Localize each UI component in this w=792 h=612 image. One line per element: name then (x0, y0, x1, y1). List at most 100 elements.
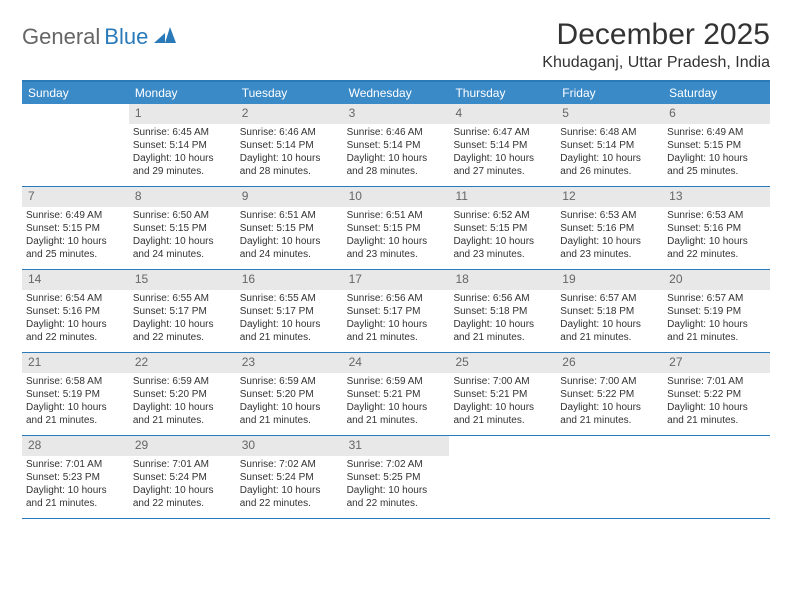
daylight-text: Daylight: 10 hours and 24 minutes. (133, 235, 232, 261)
sunset-text: Sunset: 5:24 PM (240, 471, 339, 484)
day-number: 29 (129, 436, 236, 456)
day-cell: 20Sunrise: 6:57 AMSunset: 5:19 PMDayligh… (663, 270, 770, 352)
day-body: Sunrise: 6:55 AMSunset: 5:17 PMDaylight:… (129, 290, 236, 348)
day-number: 4 (449, 104, 556, 124)
day-body: Sunrise: 6:49 AMSunset: 5:15 PMDaylight:… (663, 124, 770, 182)
day-number: 3 (343, 104, 450, 124)
day-body: Sunrise: 7:00 AMSunset: 5:22 PMDaylight:… (556, 373, 663, 431)
weekday-label: Friday (556, 82, 663, 104)
weekday-label: Thursday (449, 82, 556, 104)
day-body: Sunrise: 7:02 AMSunset: 5:25 PMDaylight:… (343, 456, 450, 514)
sunset-text: Sunset: 5:15 PM (667, 139, 766, 152)
sunset-text: Sunset: 5:14 PM (240, 139, 339, 152)
sunrise-text: Sunrise: 6:55 AM (240, 292, 339, 305)
day-body: Sunrise: 6:58 AMSunset: 5:19 PMDaylight:… (22, 373, 129, 431)
daylight-text: Daylight: 10 hours and 21 minutes. (667, 318, 766, 344)
logo-mark-icon (154, 27, 176, 48)
daylight-text: Daylight: 10 hours and 21 minutes. (133, 401, 232, 427)
sunset-text: Sunset: 5:15 PM (347, 222, 446, 235)
day-body: Sunrise: 6:54 AMSunset: 5:16 PMDaylight:… (22, 290, 129, 348)
day-cell: 4Sunrise: 6:47 AMSunset: 5:14 PMDaylight… (449, 104, 556, 186)
day-number: 28 (22, 436, 129, 456)
day-cell: 5Sunrise: 6:48 AMSunset: 5:14 PMDaylight… (556, 104, 663, 186)
week-row: .1Sunrise: 6:45 AMSunset: 5:14 PMDayligh… (22, 104, 770, 187)
day-cell: 30Sunrise: 7:02 AMSunset: 5:24 PMDayligh… (236, 436, 343, 518)
day-body: Sunrise: 6:59 AMSunset: 5:21 PMDaylight:… (343, 373, 450, 431)
day-cell: 28Sunrise: 7:01 AMSunset: 5:23 PMDayligh… (22, 436, 129, 518)
day-number: 26 (556, 353, 663, 373)
sunset-text: Sunset: 5:14 PM (347, 139, 446, 152)
week-row: 7Sunrise: 6:49 AMSunset: 5:15 PMDaylight… (22, 187, 770, 270)
day-body: Sunrise: 6:46 AMSunset: 5:14 PMDaylight:… (343, 124, 450, 182)
day-number: 7 (22, 187, 129, 207)
day-body: Sunrise: 7:01 AMSunset: 5:23 PMDaylight:… (22, 456, 129, 514)
daylight-text: Daylight: 10 hours and 22 minutes. (240, 484, 339, 510)
day-cell: 29Sunrise: 7:01 AMSunset: 5:24 PMDayligh… (129, 436, 236, 518)
sunset-text: Sunset: 5:21 PM (347, 388, 446, 401)
day-body: Sunrise: 6:55 AMSunset: 5:17 PMDaylight:… (236, 290, 343, 348)
day-cell: 24Sunrise: 6:59 AMSunset: 5:21 PMDayligh… (343, 353, 450, 435)
day-cell: 17Sunrise: 6:56 AMSunset: 5:17 PMDayligh… (343, 270, 450, 352)
day-body: Sunrise: 6:51 AMSunset: 5:15 PMDaylight:… (236, 207, 343, 265)
sunset-text: Sunset: 5:15 PM (26, 222, 125, 235)
day-cell: 27Sunrise: 7:01 AMSunset: 5:22 PMDayligh… (663, 353, 770, 435)
day-number: 17 (343, 270, 450, 290)
sunrise-text: Sunrise: 6:53 AM (560, 209, 659, 222)
day-cell: 11Sunrise: 6:52 AMSunset: 5:15 PMDayligh… (449, 187, 556, 269)
sunrise-text: Sunrise: 6:46 AM (347, 126, 446, 139)
sunset-text: Sunset: 5:23 PM (26, 471, 125, 484)
sunset-text: Sunset: 5:25 PM (347, 471, 446, 484)
daylight-text: Daylight: 10 hours and 28 minutes. (347, 152, 446, 178)
day-body: Sunrise: 6:57 AMSunset: 5:19 PMDaylight:… (663, 290, 770, 348)
day-body: Sunrise: 6:57 AMSunset: 5:18 PMDaylight:… (556, 290, 663, 348)
day-body: Sunrise: 6:47 AMSunset: 5:14 PMDaylight:… (449, 124, 556, 182)
sunset-text: Sunset: 5:21 PM (453, 388, 552, 401)
day-body: Sunrise: 6:48 AMSunset: 5:14 PMDaylight:… (556, 124, 663, 182)
day-number: 14 (22, 270, 129, 290)
day-number: 23 (236, 353, 343, 373)
daylight-text: Daylight: 10 hours and 25 minutes. (26, 235, 125, 261)
daylight-text: Daylight: 10 hours and 21 minutes. (240, 318, 339, 344)
day-number: 10 (343, 187, 450, 207)
sunrise-text: Sunrise: 6:47 AM (453, 126, 552, 139)
day-number: 24 (343, 353, 450, 373)
sunrise-text: Sunrise: 6:57 AM (667, 292, 766, 305)
header: GeneralBlue December 2025 Khudaganj, Utt… (22, 18, 770, 72)
calendar: SundayMondayTuesdayWednesdayThursdayFrid… (22, 80, 770, 519)
daylight-text: Daylight: 10 hours and 21 minutes. (240, 401, 339, 427)
sunrise-text: Sunrise: 6:49 AM (667, 126, 766, 139)
day-cell: . (449, 436, 556, 518)
sunrise-text: Sunrise: 6:57 AM (560, 292, 659, 305)
day-body: Sunrise: 6:51 AMSunset: 5:15 PMDaylight:… (343, 207, 450, 265)
day-number: 12 (556, 187, 663, 207)
daylight-text: Daylight: 10 hours and 22 minutes. (133, 484, 232, 510)
sunrise-text: Sunrise: 6:59 AM (133, 375, 232, 388)
sunrise-text: Sunrise: 7:00 AM (453, 375, 552, 388)
daylight-text: Daylight: 10 hours and 22 minutes. (347, 484, 446, 510)
location: Khudaganj, Uttar Pradesh, India (542, 54, 770, 72)
day-number: 2 (236, 104, 343, 124)
day-body: Sunrise: 6:59 AMSunset: 5:20 PMDaylight:… (129, 373, 236, 431)
daylight-text: Daylight: 10 hours and 23 minutes. (560, 235, 659, 261)
sunrise-text: Sunrise: 7:00 AM (560, 375, 659, 388)
day-cell: 31Sunrise: 7:02 AMSunset: 5:25 PMDayligh… (343, 436, 450, 518)
sunrise-text: Sunrise: 7:02 AM (347, 458, 446, 471)
day-number: 1 (129, 104, 236, 124)
sunset-text: Sunset: 5:14 PM (560, 139, 659, 152)
day-cell: 8Sunrise: 6:50 AMSunset: 5:15 PMDaylight… (129, 187, 236, 269)
sunrise-text: Sunrise: 7:01 AM (667, 375, 766, 388)
sunset-text: Sunset: 5:14 PM (133, 139, 232, 152)
day-cell: 7Sunrise: 6:49 AMSunset: 5:15 PMDaylight… (22, 187, 129, 269)
day-body: Sunrise: 6:59 AMSunset: 5:20 PMDaylight:… (236, 373, 343, 431)
sunset-text: Sunset: 5:16 PM (560, 222, 659, 235)
day-cell: . (22, 104, 129, 186)
day-body: Sunrise: 6:46 AMSunset: 5:14 PMDaylight:… (236, 124, 343, 182)
day-number: 25 (449, 353, 556, 373)
day-cell: 13Sunrise: 6:53 AMSunset: 5:16 PMDayligh… (663, 187, 770, 269)
sunset-text: Sunset: 5:19 PM (26, 388, 125, 401)
sunset-text: Sunset: 5:15 PM (240, 222, 339, 235)
day-cell: 9Sunrise: 6:51 AMSunset: 5:15 PMDaylight… (236, 187, 343, 269)
day-cell: 15Sunrise: 6:55 AMSunset: 5:17 PMDayligh… (129, 270, 236, 352)
day-number: 16 (236, 270, 343, 290)
sunset-text: Sunset: 5:15 PM (453, 222, 552, 235)
